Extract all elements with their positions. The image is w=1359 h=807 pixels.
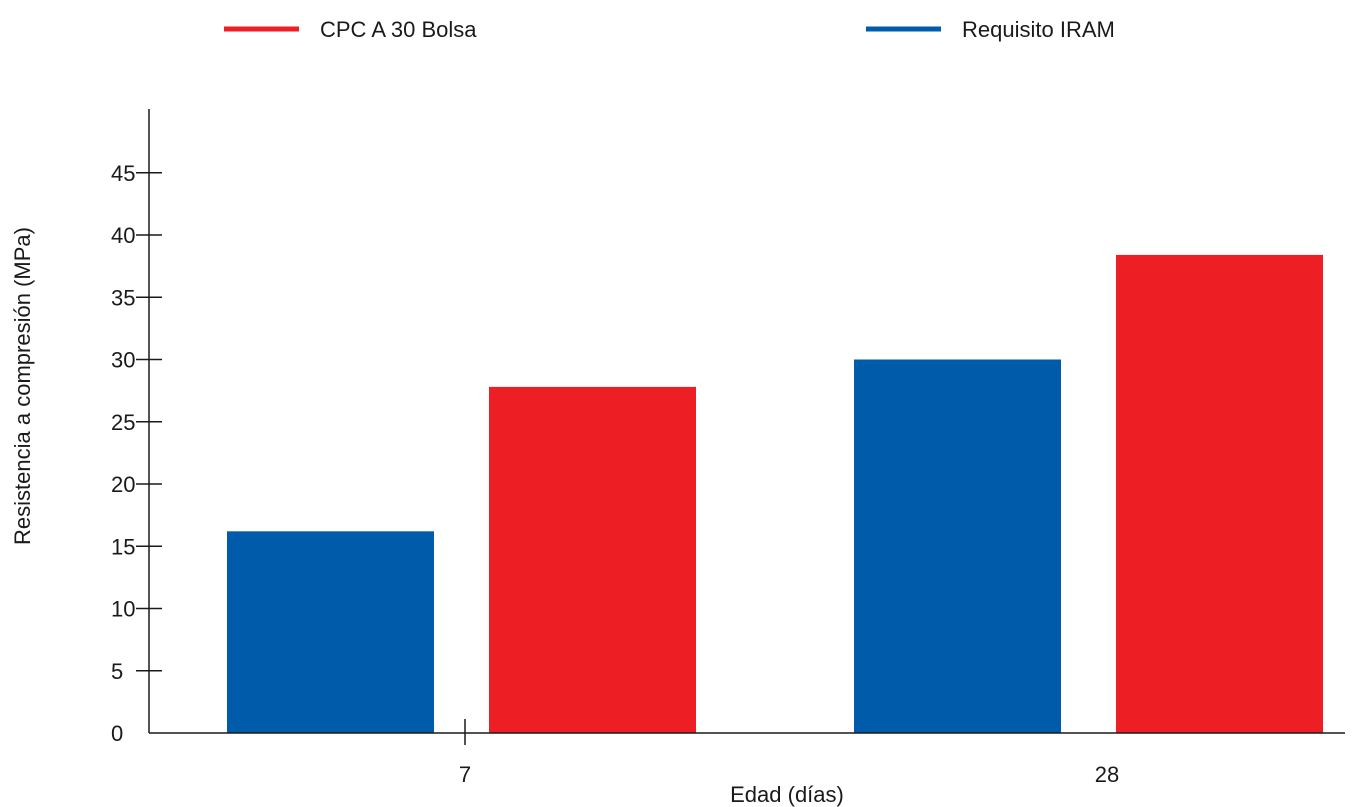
y-tick-label-45: 45	[111, 161, 135, 186]
bar-cpc-7	[489, 386, 696, 733]
y-tick-label-25: 25	[111, 410, 135, 435]
bar-iram-28	[854, 359, 1061, 733]
legend-label-iram: Requisito IRAM	[962, 17, 1115, 42]
y-tick-label-20: 20	[111, 472, 135, 497]
y-tick-label-0: 0	[111, 721, 123, 746]
legend-label-cpc: CPC A 30 Bolsa	[320, 17, 477, 42]
y-tick-label-40: 40	[111, 223, 135, 248]
x-axis-title: Edad (días)	[730, 782, 844, 807]
y-tick-label-30: 30	[111, 348, 135, 373]
y-axis-title: Resistencia a compresión (MPa)	[10, 227, 35, 545]
x-tick-label-28: 28	[1095, 762, 1119, 787]
x-axis-labels: 7 28 Edad (días)	[459, 762, 1119, 807]
bars	[227, 254, 1323, 734]
bar-cpc-28	[1116, 254, 1323, 734]
y-axis-ticks: 0 5 10 15 20 25 30 35 40 45	[111, 161, 162, 746]
x-tick-label-7: 7	[459, 762, 471, 787]
bar-iram-7	[227, 531, 434, 733]
legend: CPC A 30 Bolsa Requisito IRAM	[224, 17, 1115, 42]
y-tick-label-5: 5	[111, 659, 123, 684]
y-tick-label-15: 15	[111, 534, 135, 559]
y-tick-label-10: 10	[111, 597, 135, 622]
y-tick-label-35: 35	[111, 285, 135, 310]
axes	[148, 109, 1345, 745]
